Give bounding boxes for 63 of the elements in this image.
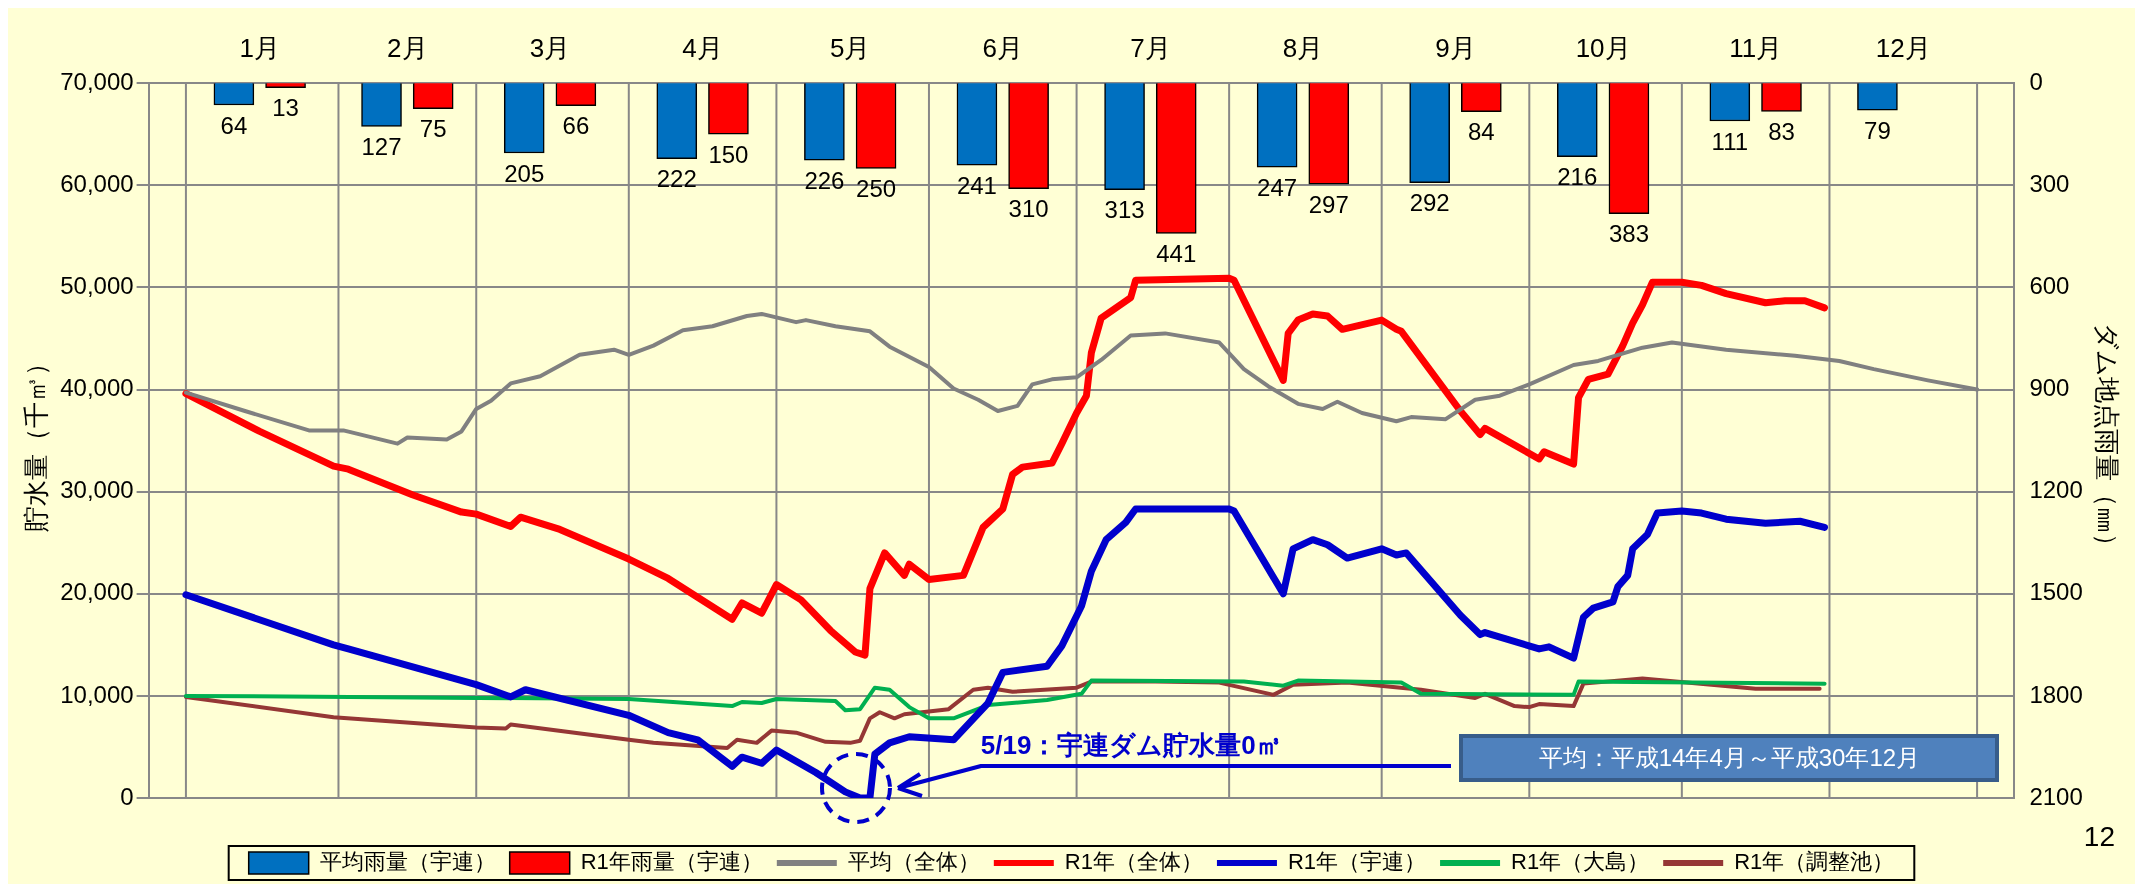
data-label: 79	[1864, 116, 1891, 144]
x-tick-label: 4月	[682, 32, 723, 63]
y-tick-label: 0	[120, 782, 134, 810]
data-label: 226	[804, 166, 845, 194]
y-tick-label: 10,000	[60, 680, 134, 708]
legend-label: R1年雨量（宇連）	[580, 849, 763, 875]
data-label: 292	[1409, 189, 1450, 217]
text: 12	[2083, 820, 2115, 852]
y-tick-label: 70,000	[60, 67, 134, 95]
data-label: 127	[361, 133, 402, 161]
data-label: 13	[272, 94, 299, 122]
x-tick-label: 1月	[239, 32, 280, 63]
legend-label: 平均（全体）	[847, 849, 980, 875]
data-label: 313	[1104, 196, 1145, 224]
x-tick-label: 5月	[830, 32, 871, 63]
x-tick-label: 3月	[529, 32, 571, 63]
caption-box: 平均：平成14年4月～平成30年12月	[1459, 734, 2000, 782]
data-label: 222	[656, 165, 697, 193]
x-tick-label: 11月	[1729, 32, 1783, 63]
x-tick-label: 8月	[1282, 32, 1324, 63]
y2-axis-title: ダム地点雨量（㎜）	[2092, 322, 2123, 559]
y-axis-title: 貯水量（千㎥）	[20, 349, 51, 532]
x-tick-label: 7月	[1130, 32, 1171, 63]
data-label: 84	[1467, 118, 1495, 146]
annotation: 5/19：宇連ダム貯水量0㎥	[980, 730, 1282, 760]
legend-label: 平均雨量（宇連）	[319, 849, 496, 875]
data-label: 383	[1608, 220, 1649, 248]
data-label: 205	[504, 159, 545, 187]
data-label: 247	[1257, 173, 1298, 201]
y2-tick-label: 1500	[2029, 578, 2083, 606]
y2-tick-label: 0	[2029, 67, 2043, 95]
legend-label: R1年（全体）	[1064, 849, 1203, 875]
x-tick-label: 2月	[387, 32, 428, 63]
y2-tick-label: 2100	[2029, 782, 2083, 810]
data-label: 216	[1557, 163, 1598, 191]
y-tick-label: 60,000	[60, 169, 134, 197]
x-tick-label: 9月	[1435, 32, 1476, 63]
y-tick-label: 50,000	[60, 272, 134, 300]
y-tick-label: 30,000	[60, 476, 134, 504]
y2-tick-label: 600	[2029, 272, 2070, 300]
data-label: 111	[1711, 127, 1749, 155]
data-label: 75	[419, 115, 447, 143]
y2-tick-label: 900	[2029, 374, 2070, 402]
x-tick-label: 10月	[1575, 32, 1631, 63]
y2-tick-label: 1800	[2029, 680, 2083, 708]
data-label: 241	[956, 171, 997, 199]
y2-tick-label: 1200	[2029, 476, 2083, 504]
legend-label: R1年（大島）	[1511, 849, 1650, 875]
x-tick-label: 12月	[1875, 32, 1931, 63]
data-label: 150	[708, 140, 749, 168]
x-tick-label: 6月	[982, 32, 1024, 63]
data-label: 297	[1308, 190, 1349, 218]
data-label: 310	[1008, 195, 1049, 223]
data-label: 66	[562, 112, 590, 140]
y-tick-label: 40,000	[60, 374, 134, 402]
y2-tick-label: 300	[2029, 169, 2070, 197]
legend-label: R1年（宇連）	[1287, 849, 1427, 875]
y-tick-label: 20,000	[60, 578, 134, 606]
data-label: 64	[220, 111, 248, 139]
data-label: 250	[856, 174, 897, 202]
legend-label: R1年（調整池）	[1734, 849, 1895, 875]
data-label: 83	[1768, 118, 1795, 146]
data-label: 441	[1156, 239, 1197, 267]
